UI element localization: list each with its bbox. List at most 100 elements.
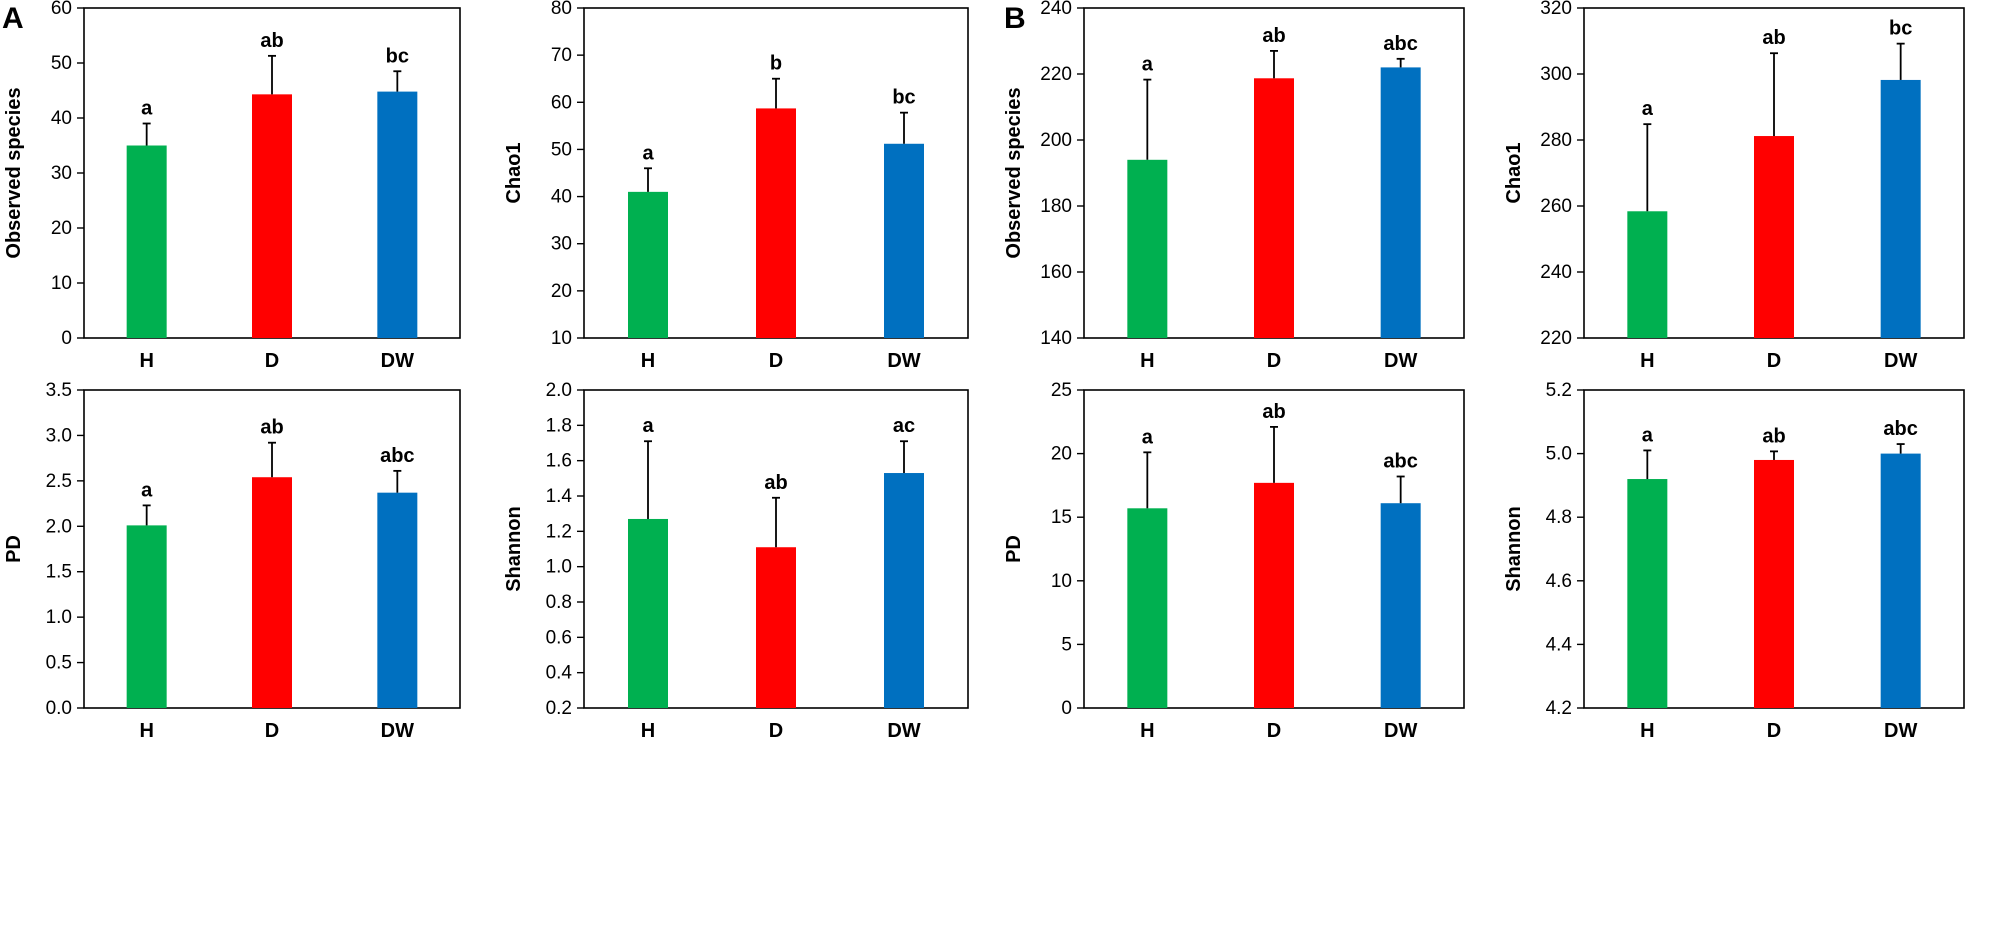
significance-label-h: a [1642,424,1654,446]
x-tick-label-dw: DW [1884,350,1917,372]
significance-label-dw: ac [893,415,915,437]
x-tick-label-dw: DW [887,720,920,742]
y-tick-label: 3.0 [46,425,72,446]
y-tick-label: 0.8 [546,592,572,613]
y-tick-label: 160 [1040,262,1072,283]
x-tick-label-dw: DW [1384,350,1417,372]
y-tick-label: 30 [51,163,72,184]
bar-d [1754,136,1794,338]
significance-label-dw: bc [386,45,409,67]
x-tick-label-d: D [265,350,279,372]
y-tick-label: 1.2 [546,521,572,542]
x-tick-label-d: D [1267,720,1281,742]
y-tick-label: 240 [1540,262,1572,283]
bar-d [1254,482,1294,708]
y-tick-label: 1.4 [546,486,573,507]
y-tick-label: 2.0 [46,516,72,537]
significance-label-d: ab [1262,401,1285,423]
y-tick-label: 0.0 [46,698,72,719]
y-tick-label: 5.0 [1546,444,1572,465]
significance-label-dw: abc [1383,33,1417,55]
panel-label-b: B [1004,2,1026,35]
chart-a-shannon: 0.2 0.4 0.6 0.8 1.0 1.2 1.4 1.6 1.8 2.0 Shannon a Ha… [503,380,969,742]
y-tick-label: 280 [1540,130,1572,151]
x-tick-label-dw: DW [381,720,414,742]
bar-dw [884,473,924,708]
y-tick-label: 0.6 [546,627,572,648]
y-axis-label: Shannon [1503,506,1525,592]
bar-h [628,191,668,338]
x-tick-label-d: D [769,350,783,372]
y-tick-label: 4.6 [1546,571,1572,592]
y-tick-label: 2.5 [46,471,72,492]
significance-label-d: ab [764,472,787,494]
y-tick-label: 10 [551,328,572,349]
y-tick-label: 60 [551,92,572,113]
y-tick-label: 30 [551,234,572,255]
y-tick-label: 1.6 [546,451,572,472]
y-axis-label: PD [3,535,25,563]
y-tick-label: 80 [551,0,572,19]
y-tick-label: 10 [1051,571,1072,592]
significance-label-h: a [141,98,153,120]
x-tick-label-h: H [139,350,153,372]
y-axis-label: Shannon [503,506,525,592]
y-tick-label: 240 [1040,0,1072,19]
x-tick-label-d: D [769,720,783,742]
y-tick-label: 320 [1540,0,1572,19]
significance-label-d: ab [260,30,283,52]
significance-label-d: ab [260,417,283,439]
y-tick-label: 50 [51,53,72,74]
significance-label-dw: abc [1383,450,1417,472]
y-tick-label: 20 [51,218,72,239]
bar-dw [377,91,418,338]
x-tick-label-h: H [1140,720,1154,742]
x-tick-label-h: H [1140,350,1154,372]
chart-a-chao1: 10 20 30 40 50 60 70 80 Chao1 a Hb Dbc DW [503,0,969,372]
y-tick-label: 70 [551,45,572,66]
bar-dw [377,492,418,708]
y-tick-label: 300 [1540,64,1572,85]
bar-dw [1880,453,1921,708]
bar-dw [884,143,924,338]
bar-dw [1380,67,1421,339]
y-tick-label: 4.4 [1546,634,1573,655]
x-tick-label-d: D [1767,720,1781,742]
y-tick-label: 20 [551,281,572,302]
y-tick-label: 1.0 [46,607,72,628]
y-tick-label: 220 [1540,328,1572,349]
y-tick-label: 4.2 [1546,698,1572,719]
y-tick-label: 20 [1051,444,1072,465]
y-axis-label: Observed species [1003,87,1025,258]
y-axis-label: Chao1 [1503,142,1525,203]
significance-label-d: ab [1762,27,1785,49]
y-tick-label: 5.2 [1546,380,1572,401]
y-tick-label: 140 [1040,328,1072,349]
chart-a-observed-species: 0 10 20 30 40 50 60 Observed species a Hab Dbc DW [3,0,461,372]
y-tick-label: 10 [51,273,72,294]
y-tick-label: 4.8 [1546,507,1572,528]
significance-label-h: a [1142,426,1154,448]
x-tick-label-h: H [139,720,153,742]
y-tick-label: 0 [61,328,72,349]
y-tick-label: 0.5 [46,653,72,674]
chart-b-observed-species: 140 160 180 200 220 240 Observed species a Hab Da… [1003,0,1465,372]
y-tick-label: 0.4 [546,663,573,684]
y-axis-label: Chao1 [503,142,525,203]
x-tick-label-dw: DW [1884,720,1917,742]
significance-label-h: a [1642,98,1654,120]
bar-h [1627,479,1668,708]
bar-d [756,547,796,708]
y-tick-label: 220 [1040,64,1072,85]
significance-label-h: a [642,142,654,164]
bar-h [1127,159,1168,338]
bar-dw [1880,79,1921,338]
x-tick-label-dw: DW [381,350,414,372]
x-tick-label-h: H [641,720,655,742]
significance-label-h: a [1142,54,1154,76]
y-tick-label: 1.0 [546,557,572,578]
x-tick-label-d: D [265,720,279,742]
y-tick-label: 5 [1061,634,1072,655]
chart-b-chao1: 220 240 260 280 300 320 Chao1 a Hab Dbc DW [1503,0,1965,372]
